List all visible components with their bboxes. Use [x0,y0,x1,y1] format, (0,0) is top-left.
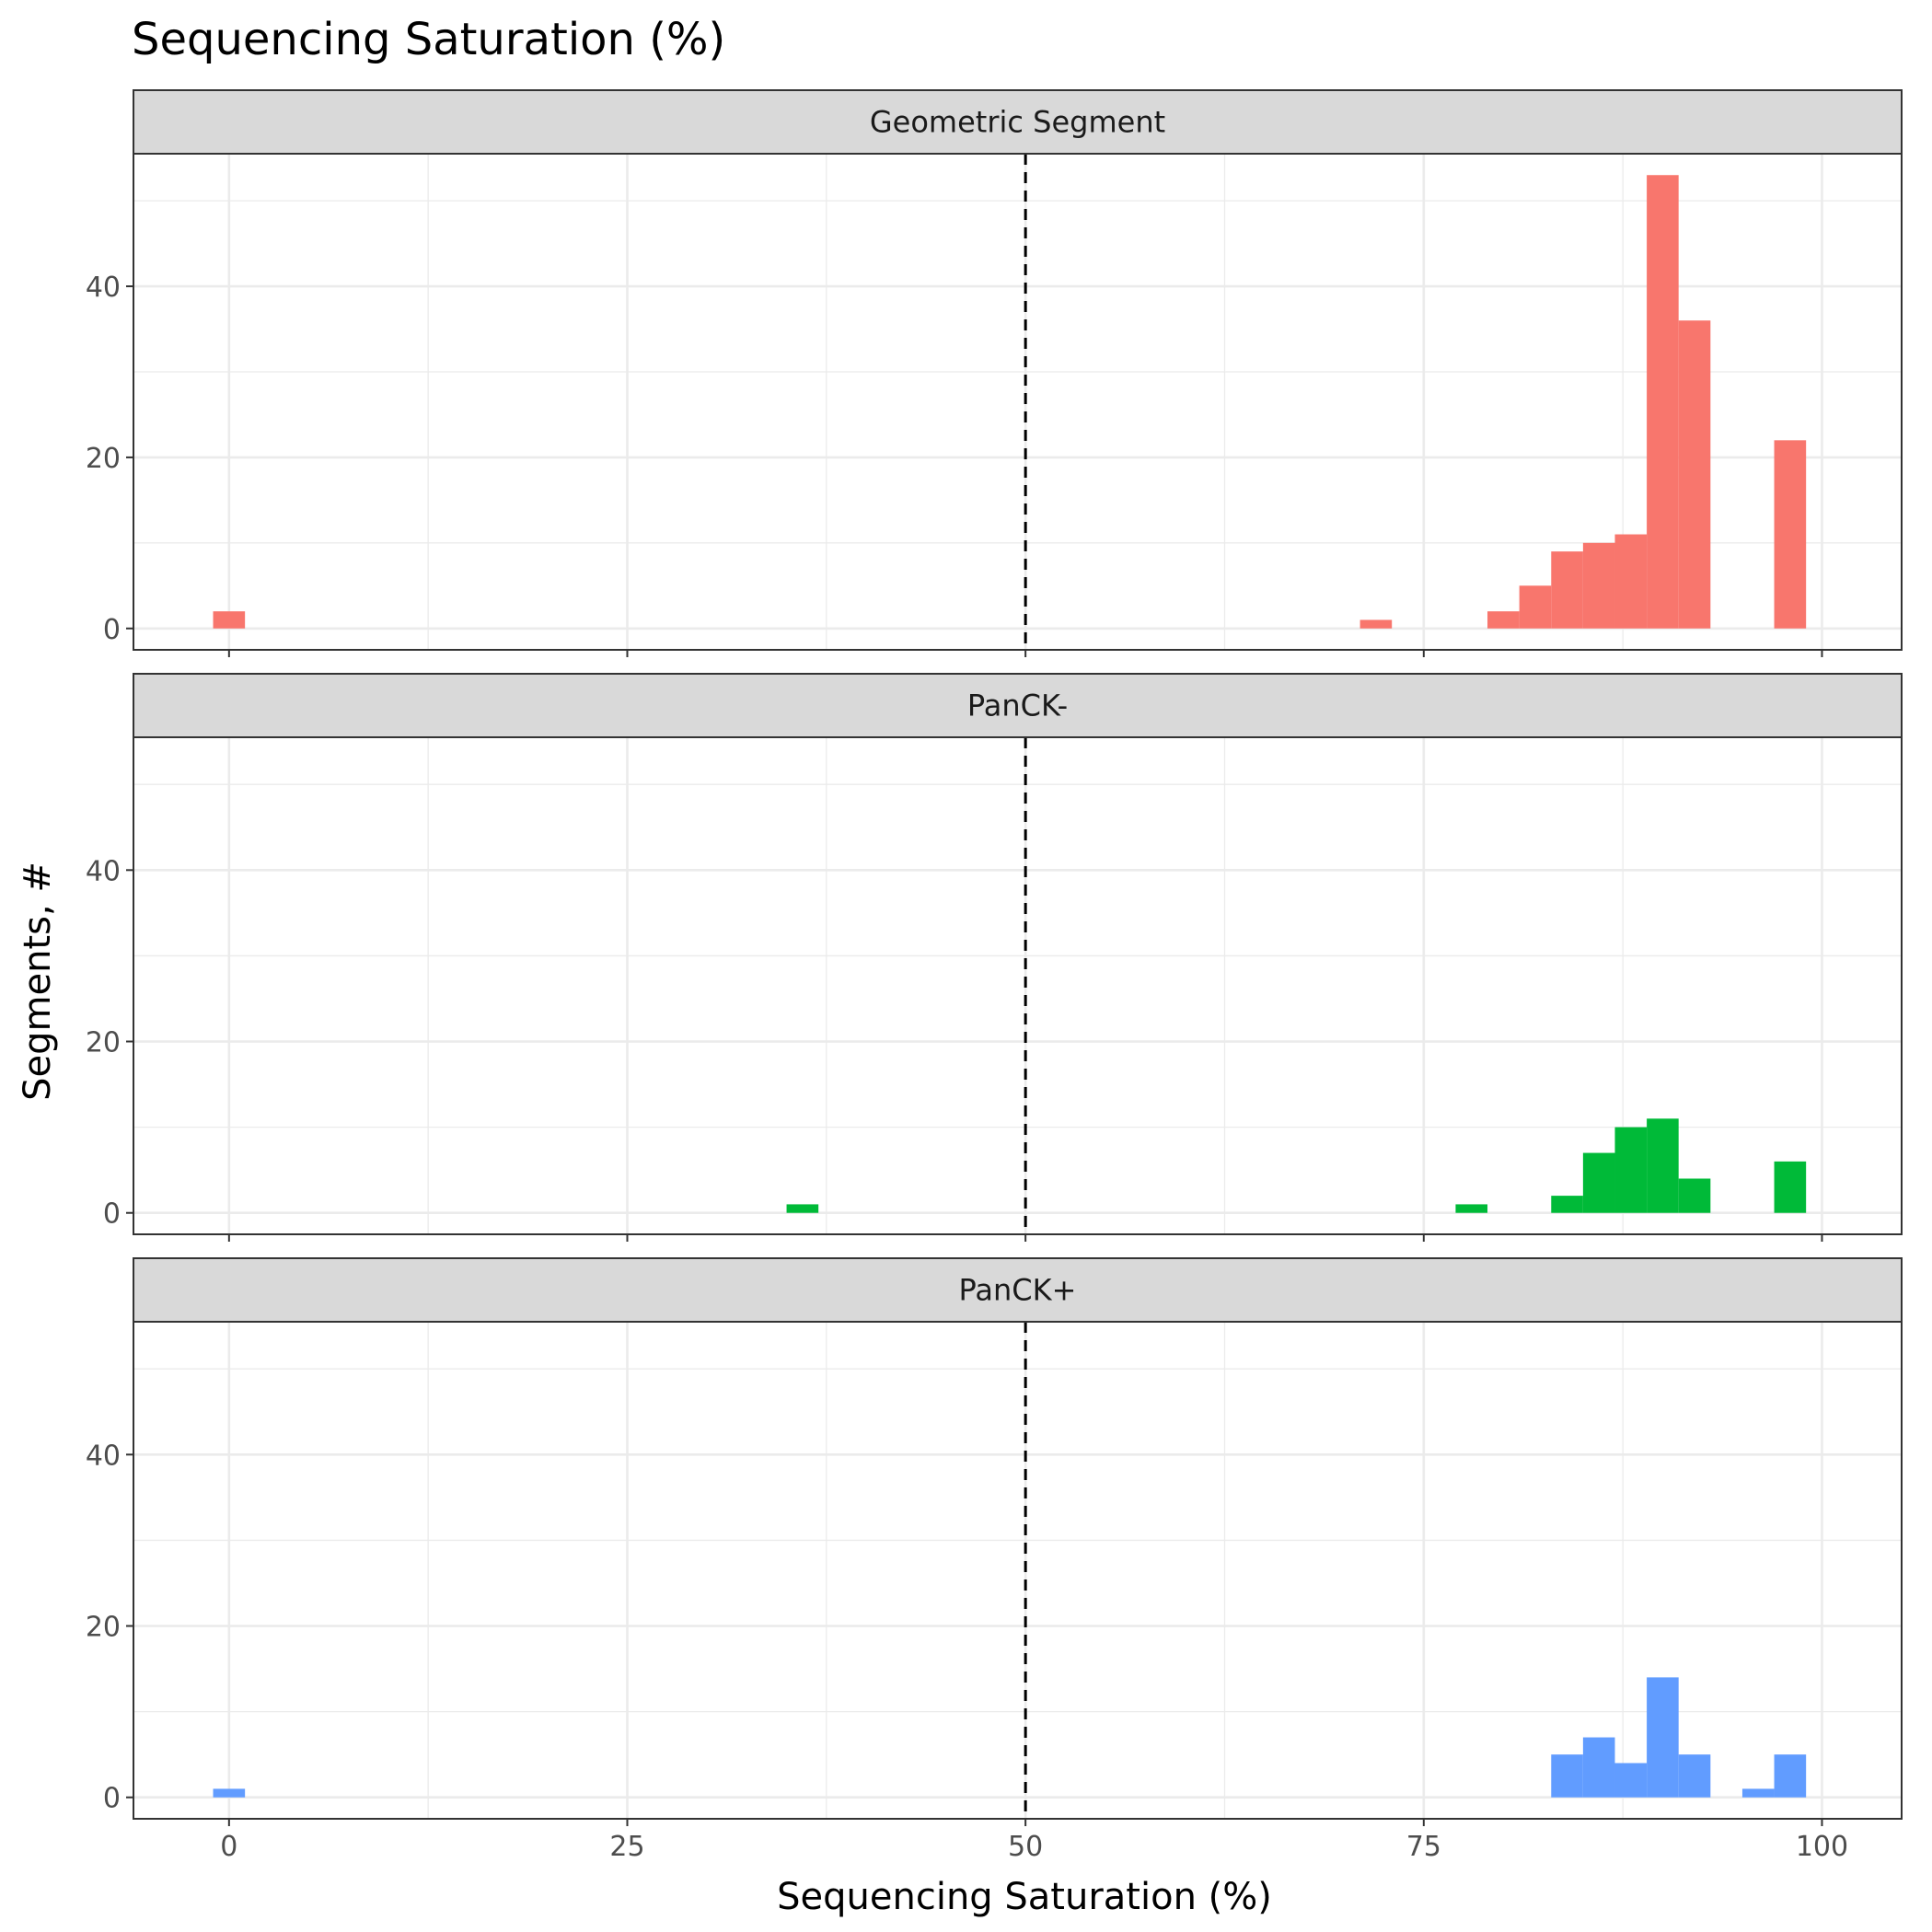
histogram-bar [1582,542,1615,629]
histogram-bar [786,1204,819,1213]
histogram-bar [1582,1152,1615,1213]
facet-strip [133,673,1903,738]
histogram-bar [1774,1754,1807,1798]
histogram-bar [1614,534,1648,629]
histogram-bar [1647,1677,1679,1798]
y-tick-label: 20 [86,1027,121,1059]
histogram-bar [1359,619,1393,629]
x-axis-title: Sequencing Saturation (%) [777,1876,1272,1918]
panel-border [133,736,1903,1235]
histogram-bar [1647,1118,1679,1213]
histogram-bar [1774,440,1807,629]
histogram-bar [213,611,246,629]
histogram-bar [1551,551,1583,629]
y-tick-label: 20 [86,443,121,475]
histogram-bar [213,1788,246,1798]
x-tick-label: 0 [220,1831,237,1863]
y-tick-label: 40 [86,1440,121,1472]
x-tick-label: 75 [1406,1831,1441,1863]
histogram-bar [1551,1754,1583,1798]
histogram-bar [1455,1204,1488,1213]
y-tick-label: 40 [86,272,121,304]
histogram-bar [1614,1763,1648,1798]
y-tick-label: 0 [103,614,121,646]
histogram-bar [1519,585,1552,629]
y-tick-label: 0 [103,1198,121,1231]
facet-strip [133,89,1903,155]
facet-panel: PanCK- 0 20 40 [86,673,1903,1242]
facet-panel: Geometric Segment 0 20 40 [86,89,1903,657]
y-tick-label: 40 [86,855,121,887]
x-tick-label: 50 [1008,1831,1043,1863]
histogram-bar [1647,175,1679,629]
histogram-bar [1487,611,1520,629]
facet-label: Geometric Segment [870,105,1165,140]
panel-background [133,1322,1902,1819]
y-tick-label: 0 [103,1783,121,1815]
facet-panels: Geometric Segment 0 20 40 PanCK- 0 20 40 PanCK+ 0… [86,89,1903,1826]
chart-title: Sequencing Saturation (%) [132,14,725,65]
histogram-bar [1582,1737,1615,1798]
facet-strip [133,1257,1903,1323]
histogram-bar [1614,1127,1648,1213]
histogram-bar [1678,320,1711,629]
histogram-bar [1678,1754,1711,1798]
histogram-bar [1551,1196,1583,1213]
histogram-bar [1741,1788,1775,1798]
panel-border [133,1321,1903,1820]
histogram-bar [1678,1178,1711,1213]
facet-label: PanCK- [967,688,1068,723]
facet-panel: PanCK+ 0 20 40 [86,1257,1903,1826]
x-axis: 0 25 50 75 100 [220,1831,1848,1863]
facet-label: PanCK+ [959,1273,1077,1308]
y-tick-label: 20 [86,1612,121,1644]
x-tick-label: 25 [609,1831,644,1863]
panel-border [133,153,1903,651]
x-tick-label: 100 [1796,1831,1848,1863]
y-axis-title: Segments, # [17,862,59,1101]
histogram-bar [1774,1161,1807,1213]
